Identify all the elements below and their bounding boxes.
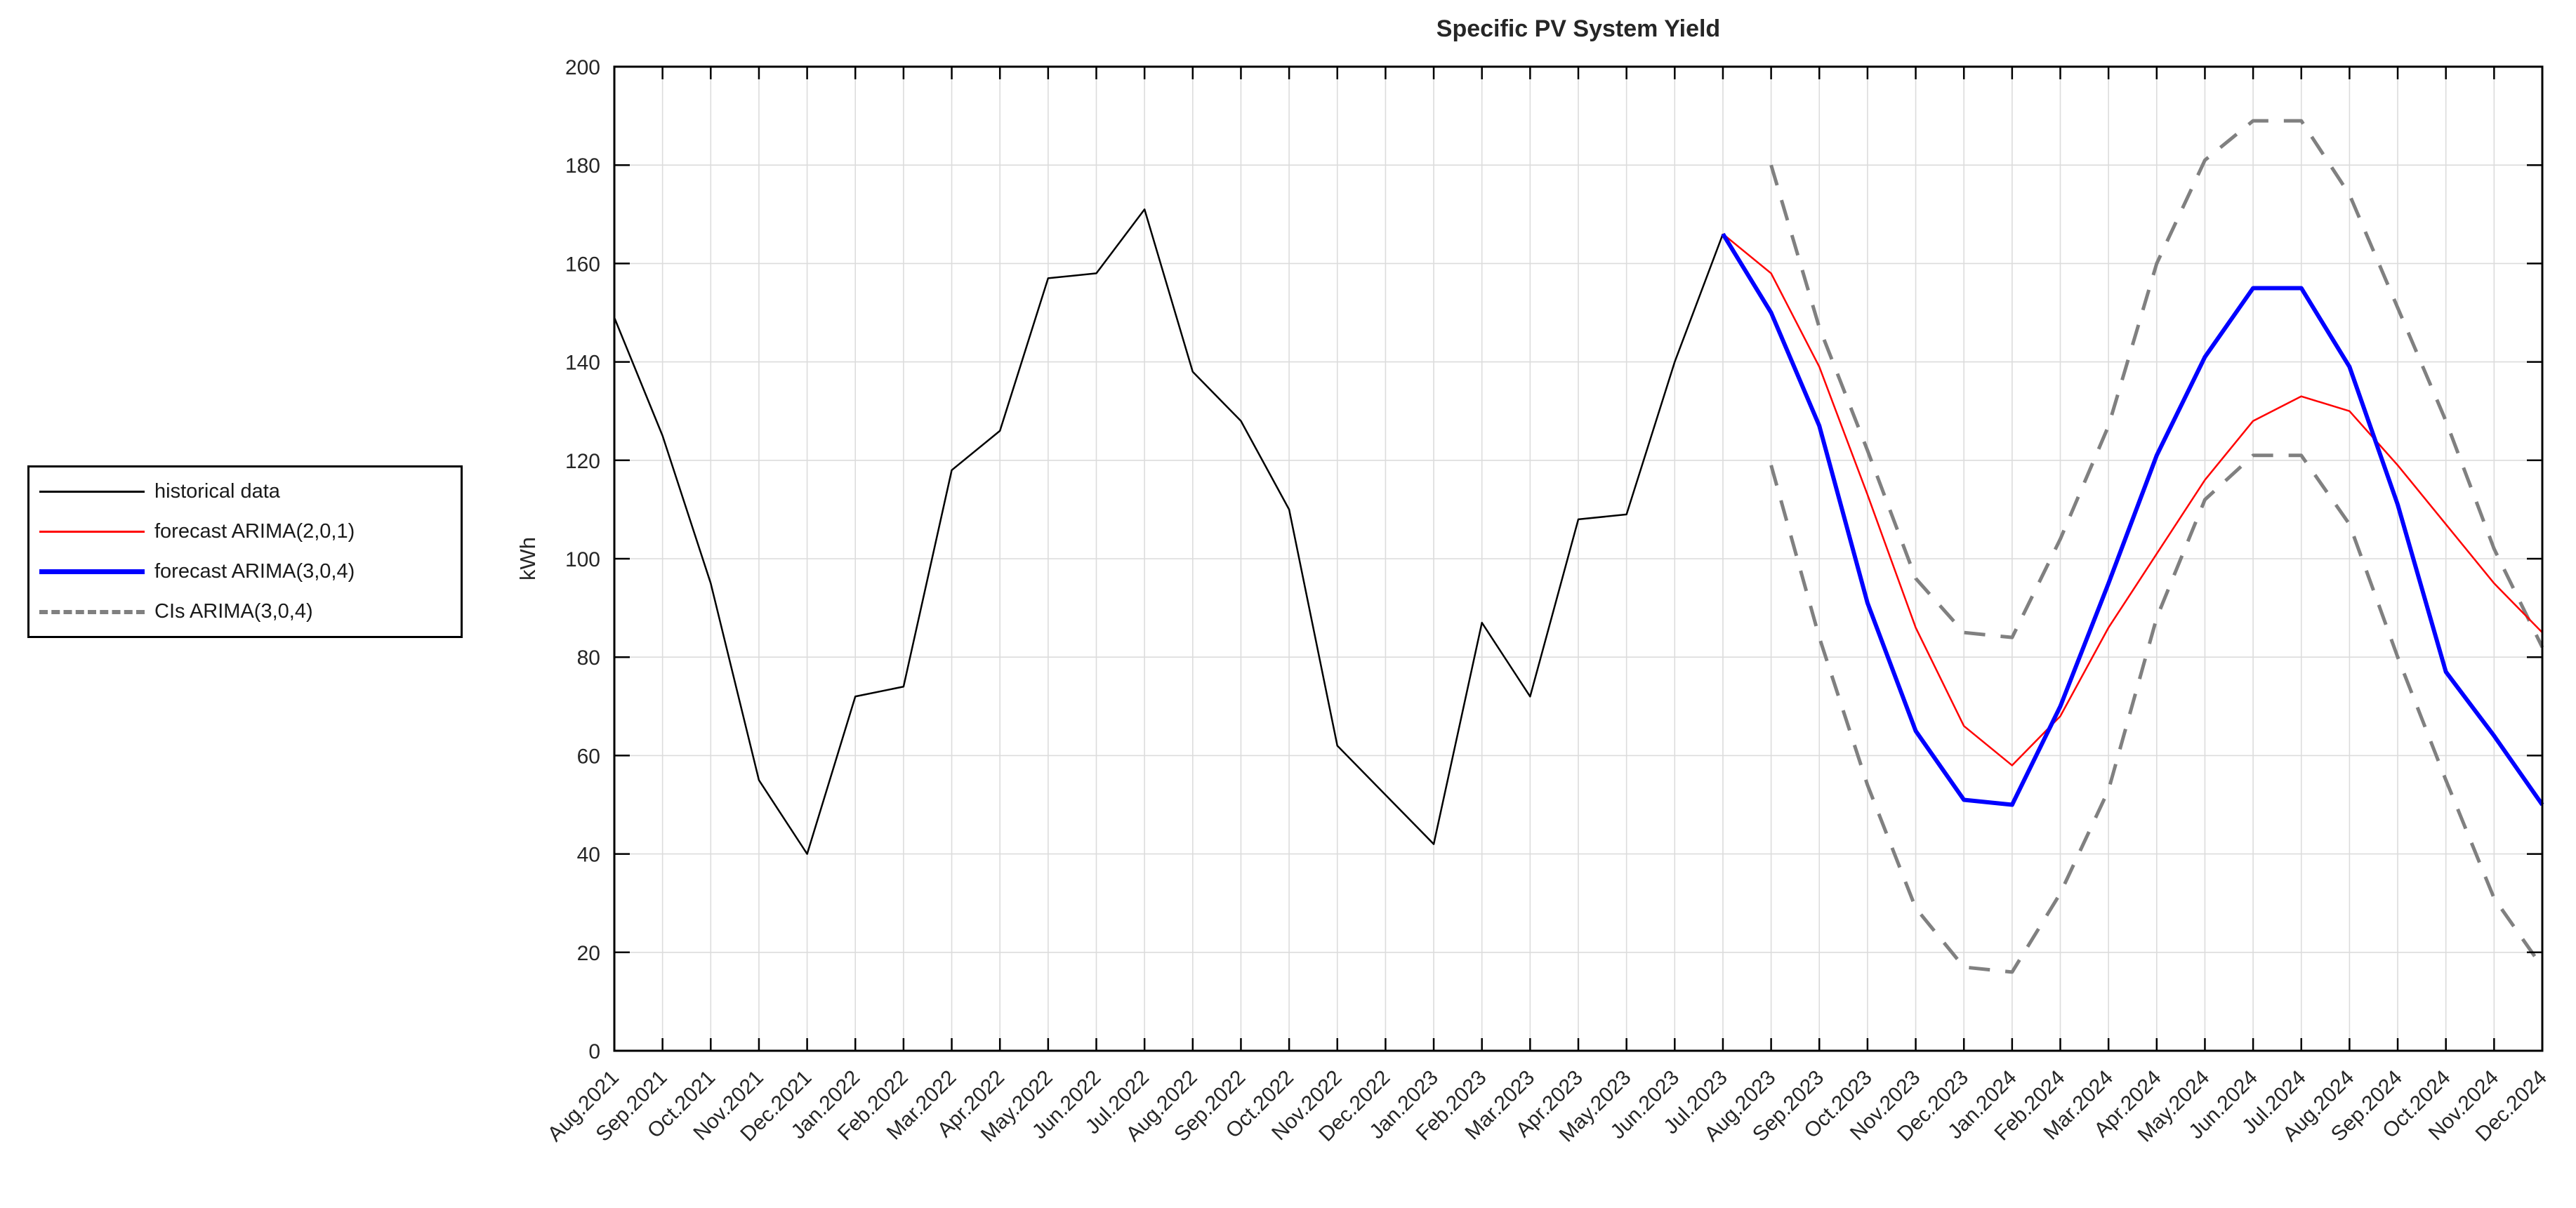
- y-tick-label: 160: [565, 253, 600, 276]
- legend-label: CIs ARIMA(3,0,4): [154, 600, 313, 623]
- arima304-line-swatch: [39, 569, 145, 574]
- ci-dashed-line-swatch: [39, 609, 145, 614]
- grid-lines: [614, 67, 2542, 1051]
- y-tick-label: 140: [565, 352, 600, 375]
- legend-item-ci: CIs ARIMA(3,0,4): [29, 592, 461, 632]
- series-forecast-arima-3-0-4-: [1721, 232, 2544, 807]
- y-tick-labels: 0 20 40 60 80 100 120 140 160 180 200: [565, 56, 600, 1063]
- y-axis-label: kWh: [515, 537, 540, 580]
- historical-line-swatch: [39, 491, 145, 493]
- axes-box-ticks: [613, 65, 2544, 1052]
- y-tick-label: 60: [577, 745, 600, 768]
- y-tick-label: 0: [588, 1040, 600, 1063]
- legend-label: historical data: [154, 480, 280, 503]
- y-tick-label: 200: [565, 56, 600, 79]
- y-tick-label: 20: [577, 942, 600, 965]
- legend-label: forecast ARIMA(3,0,4): [154, 560, 355, 583]
- x-tick-labels: Aug.2021Sep.2021Oct.2021Nov.2021Dec.2021…: [543, 1066, 2551, 1147]
- legend-label: forecast ARIMA(2,0,1): [154, 520, 355, 543]
- arima201-line-swatch: [39, 531, 145, 533]
- series-historical-data: [613, 208, 1724, 855]
- legend-box: historical data forecast ARIMA(2,0,1) fo…: [27, 465, 463, 638]
- legend-item-arima304: forecast ARIMA(3,0,4): [29, 552, 461, 592]
- series-cis-arima-3-0-4-upper: [1769, 119, 2544, 649]
- legend-item-arima201: forecast ARIMA(2,0,1): [29, 512, 461, 552]
- y-tick-label: 80: [577, 646, 600, 670]
- series-cis-arima-3-0-4-lower: [1769, 453, 2544, 974]
- series-forecast-arima-2-0-1-: [1722, 233, 2543, 766]
- legend-item-historical: historical data: [29, 472, 461, 512]
- y-tick-label: 100: [565, 548, 600, 571]
- chart-title: Specific PV System Yield: [1436, 15, 1720, 42]
- y-tick-label: 180: [565, 154, 600, 178]
- y-tick-label: 40: [577, 844, 600, 867]
- y-tick-label: 120: [565, 450, 600, 473]
- data-series: [613, 119, 2544, 974]
